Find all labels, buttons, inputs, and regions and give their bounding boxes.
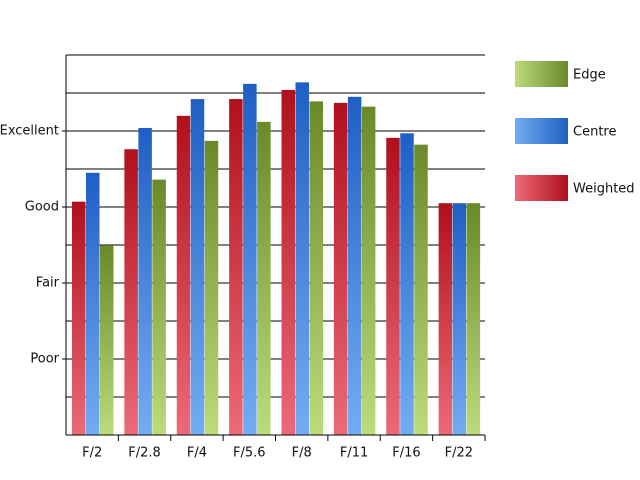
y-tick-label: Good [25, 200, 59, 215]
bar [204, 140, 219, 435]
x-tick-label: F/22 [445, 446, 473, 461]
bar [466, 203, 481, 435]
legend-swatch [515, 118, 568, 144]
x-tick-label: F/2.8 [128, 446, 161, 461]
bar [386, 137, 400, 435]
bar [333, 102, 348, 435]
x-tick-label: F/11 [340, 446, 368, 461]
bar [414, 144, 428, 435]
x-tick-label: F/4 [187, 446, 207, 461]
legend-label: Centre [573, 125, 616, 140]
bar [190, 99, 205, 435]
bar [257, 121, 271, 435]
x-tick-label: F/5.6 [233, 446, 266, 461]
legend-label: Edge [573, 68, 606, 83]
bar [138, 127, 152, 436]
x-tick-label: F/8 [292, 446, 312, 461]
bar [176, 115, 191, 436]
bar [152, 179, 166, 435]
x-tick-label: F/2 [82, 446, 102, 461]
legend-swatch [515, 175, 568, 201]
bar [295, 82, 309, 436]
bar [72, 201, 86, 435]
legend-label: Weighted [573, 182, 635, 197]
bar [347, 96, 362, 436]
bar [100, 245, 114, 435]
bar [86, 172, 100, 436]
y-tick-label: Fair [36, 276, 60, 291]
bar [124, 149, 138, 436]
bar [438, 203, 453, 435]
bar [281, 89, 295, 436]
bar [309, 101, 323, 436]
bar [229, 99, 243, 435]
y-tick-label: Poor [30, 352, 59, 367]
bar [361, 106, 376, 436]
bar [243, 83, 257, 435]
bar [452, 203, 467, 435]
y-tick-label: Excellent [0, 124, 59, 139]
bar [400, 133, 414, 435]
x-tick-label: F/16 [392, 446, 420, 461]
legend-swatch [515, 61, 568, 87]
